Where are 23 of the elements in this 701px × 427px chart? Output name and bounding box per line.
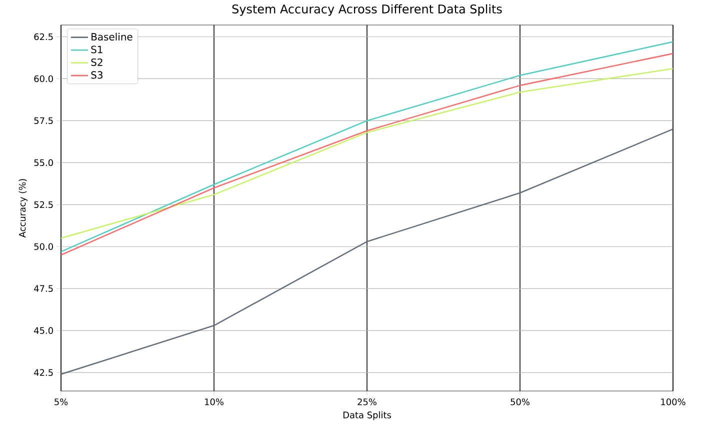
x-tick-label: 5% xyxy=(54,398,68,406)
chart-title: System Accuracy Across Different Data Splits xyxy=(232,4,502,16)
x-tick-label: 10% xyxy=(205,398,224,406)
x-tick-label: 50% xyxy=(510,398,530,406)
y-tick-label: 45.0 xyxy=(34,327,53,334)
x-tick-label: 100% xyxy=(661,398,686,406)
y-tick-label: 57.5 xyxy=(34,117,53,124)
legend-label: Baseline xyxy=(92,32,132,41)
y-tick-label: 47.5 xyxy=(34,285,53,292)
y-tick-label: 42.5 xyxy=(34,369,53,376)
y-tick-label: 55.0 xyxy=(34,159,53,166)
y-tick-label: 62.5 xyxy=(34,33,53,40)
y-axis-title: Accuracy (%) xyxy=(18,179,28,238)
line-series xyxy=(61,128,674,375)
y-tick-label: 52.5 xyxy=(34,201,53,208)
x-axis-title: Data Splits xyxy=(343,411,391,420)
line-series xyxy=(61,68,674,239)
legend-label: S1 xyxy=(91,46,102,54)
legend-label: S2 xyxy=(91,58,102,66)
y-tick-label: 50.0 xyxy=(34,243,53,250)
y-tick-label: 60.0 xyxy=(34,75,53,82)
legend-label: S3 xyxy=(91,71,102,79)
x-tick-label: 25% xyxy=(358,398,376,406)
